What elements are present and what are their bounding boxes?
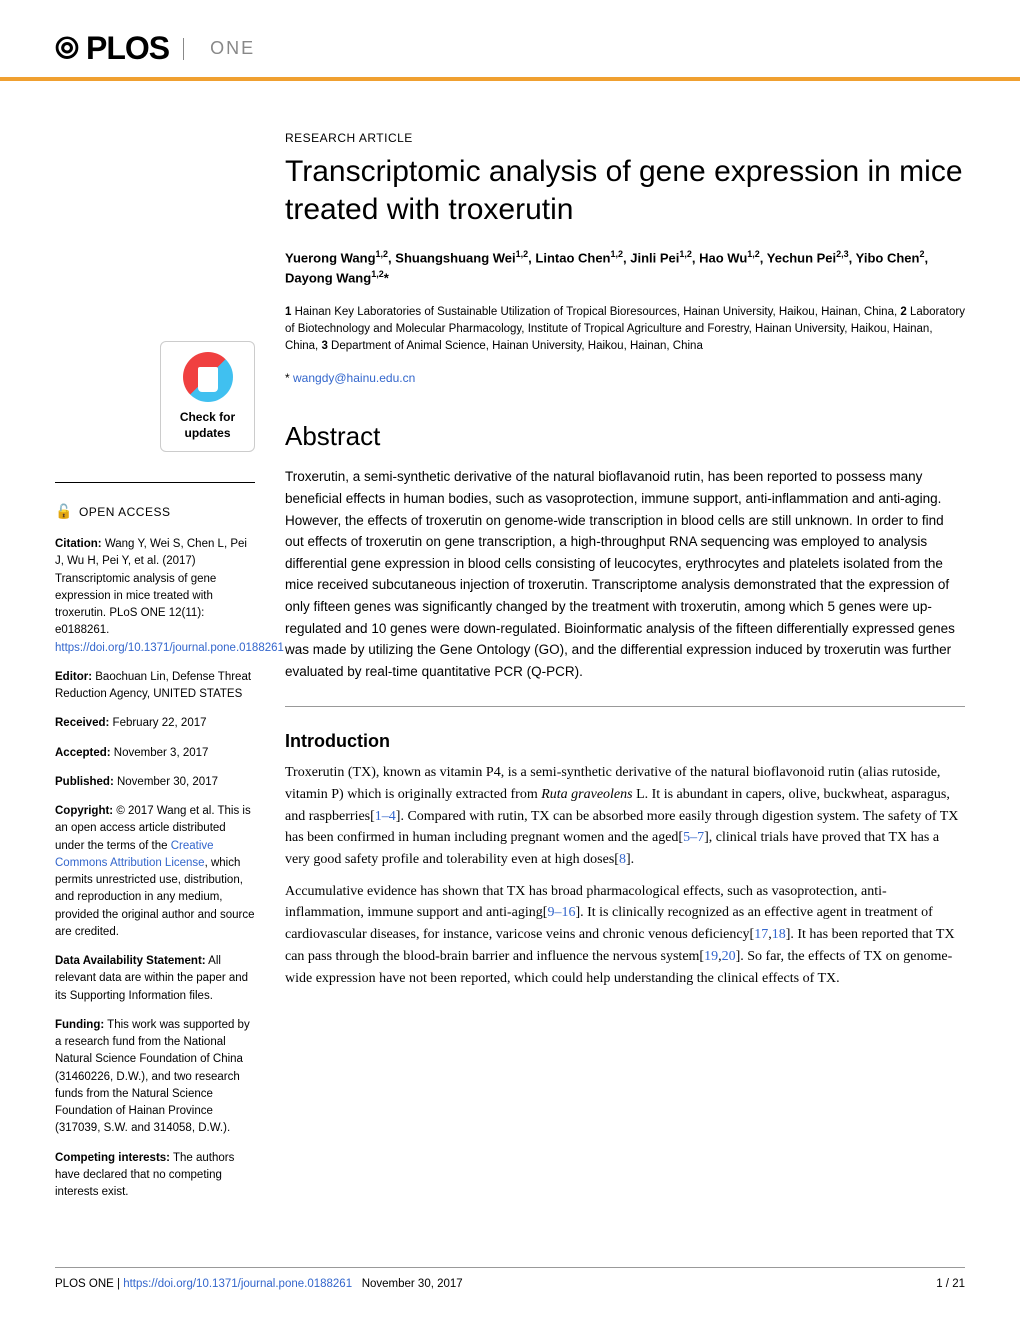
ref-link-18[interactable]: 18 [772, 927, 786, 942]
corresponding-author: * wangdy@hainu.edu.cn [285, 371, 965, 385]
published-text: November 30, 2017 [114, 776, 218, 788]
accepted-section: Accepted: November 3, 2017 [55, 745, 255, 762]
citation-text: Wang Y, Wei S, Chen L, Pei J, Wu H, Pei … [55, 538, 247, 636]
published-section: Published: November 30, 2017 [55, 774, 255, 791]
check-updates-badge[interactable]: Check for updates [160, 341, 255, 452]
introduction-heading: Introduction [285, 731, 965, 752]
plos-text: PLOS [86, 30, 169, 67]
sidebar: Check for updates 🔓 OPEN ACCESS Citation… [55, 131, 255, 1213]
footer-date: November 30, 2017 [362, 1278, 463, 1290]
citation-doi-link[interactable]: https://doi.org/10.1371/journal.pone.018… [55, 642, 284, 654]
open-access-label: OPEN ACCESS [79, 503, 171, 521]
journal-name: ONE [210, 38, 255, 59]
author-email-link[interactable]: wangdy@hainu.edu.cn [293, 371, 415, 385]
citation-section: Citation: Wang Y, Wei S, Chen L, Pei J, … [55, 536, 255, 657]
abstract-text: Troxerutin, a semi-synthetic derivative … [285, 466, 965, 682]
editor-section: Editor: Baochuan Lin, Defense Threat Red… [55, 669, 255, 704]
plos-icon: ⦾ [55, 32, 78, 66]
competing-section: Competing interests: The authors have de… [55, 1150, 255, 1202]
ref-link-5-7[interactable]: 5–7 [683, 830, 704, 845]
accepted-text: November 3, 2017 [111, 747, 209, 759]
funding-text: This work was supported by a research fu… [55, 1019, 250, 1135]
open-access-badge: 🔓 OPEN ACCESS [55, 501, 255, 522]
ref-link-8[interactable]: 8 [619, 852, 626, 867]
copyright-label: Copyright: [55, 805, 113, 817]
crossmark-icon [183, 352, 233, 402]
accepted-label: Accepted: [55, 747, 111, 759]
received-section: Received: February 22, 2017 [55, 715, 255, 732]
received-text: February 22, 2017 [109, 717, 206, 729]
authors-list: Yuerong Wang1,2, Shuangshuang Wei1,2, Li… [285, 248, 965, 288]
article-type: RESEARCH ARTICLE [285, 131, 965, 145]
citation-label: Citation: [55, 538, 102, 550]
page-header: ⦾ PLOS ONE [0, 0, 1020, 81]
data-availability-section: Data Availability Statement: All relevan… [55, 953, 255, 1005]
article-main: RESEARCH ARTICLE Transcriptomic analysis… [285, 131, 965, 1213]
competing-label: Competing interests: [55, 1152, 170, 1164]
footer-journal: PLOS ONE | [55, 1278, 123, 1290]
check-line1: Check for [180, 410, 235, 424]
published-label: Published: [55, 776, 114, 788]
check-line2: updates [184, 426, 230, 440]
article-title: Transcriptomic analysis of gene expressi… [285, 153, 965, 228]
abstract-heading: Abstract [285, 421, 965, 452]
funding-section: Funding: This work was supported by a re… [55, 1017, 255, 1138]
footer-doi-link[interactable]: https://doi.org/10.1371/journal.pone.018… [123, 1278, 352, 1290]
editor-label: Editor: [55, 671, 92, 683]
ref-link-19[interactable]: 19 [704, 949, 718, 964]
received-label: Received: [55, 717, 109, 729]
copyright-section: Copyright: © 2017 Wang et al. This is an… [55, 803, 255, 941]
journal-logo: ⦾ PLOS ONE [55, 30, 965, 67]
affiliations: 1 Hainan Key Laboratories of Sustainable… [285, 304, 965, 356]
open-lock-icon: 🔓 [55, 501, 73, 522]
page-footer: PLOS ONE | https://doi.org/10.1371/journ… [55, 1267, 965, 1290]
section-divider [285, 706, 965, 707]
ref-link-9-16[interactable]: 9–16 [547, 905, 575, 920]
footer-page: 1 / 21 [936, 1278, 965, 1290]
ref-link-20[interactable]: 20 [722, 949, 736, 964]
check-updates-text: Check for updates [171, 410, 244, 441]
copyright-text2: , which permits unrestricted use, distri… [55, 857, 254, 938]
intro-paragraph-1: Troxerutin (TX), known as vitamin P4, is… [285, 762, 965, 870]
funding-label: Funding: [55, 1019, 104, 1031]
data-avail-label: Data Availability Statement: [55, 955, 206, 967]
ref-link-1-4[interactable]: 1–4 [375, 809, 396, 824]
footer-left: PLOS ONE | https://doi.org/10.1371/journ… [55, 1278, 463, 1290]
logo-divider [183, 38, 184, 60]
plos-brand: ⦾ PLOS [55, 30, 169, 67]
intro-paragraph-2: Accumulative evidence has shown that TX … [285, 881, 965, 989]
page-content: Check for updates 🔓 OPEN ACCESS Citation… [0, 81, 1020, 1213]
ref-link-17[interactable]: 17 [754, 927, 768, 942]
sidebar-divider [55, 482, 255, 483]
